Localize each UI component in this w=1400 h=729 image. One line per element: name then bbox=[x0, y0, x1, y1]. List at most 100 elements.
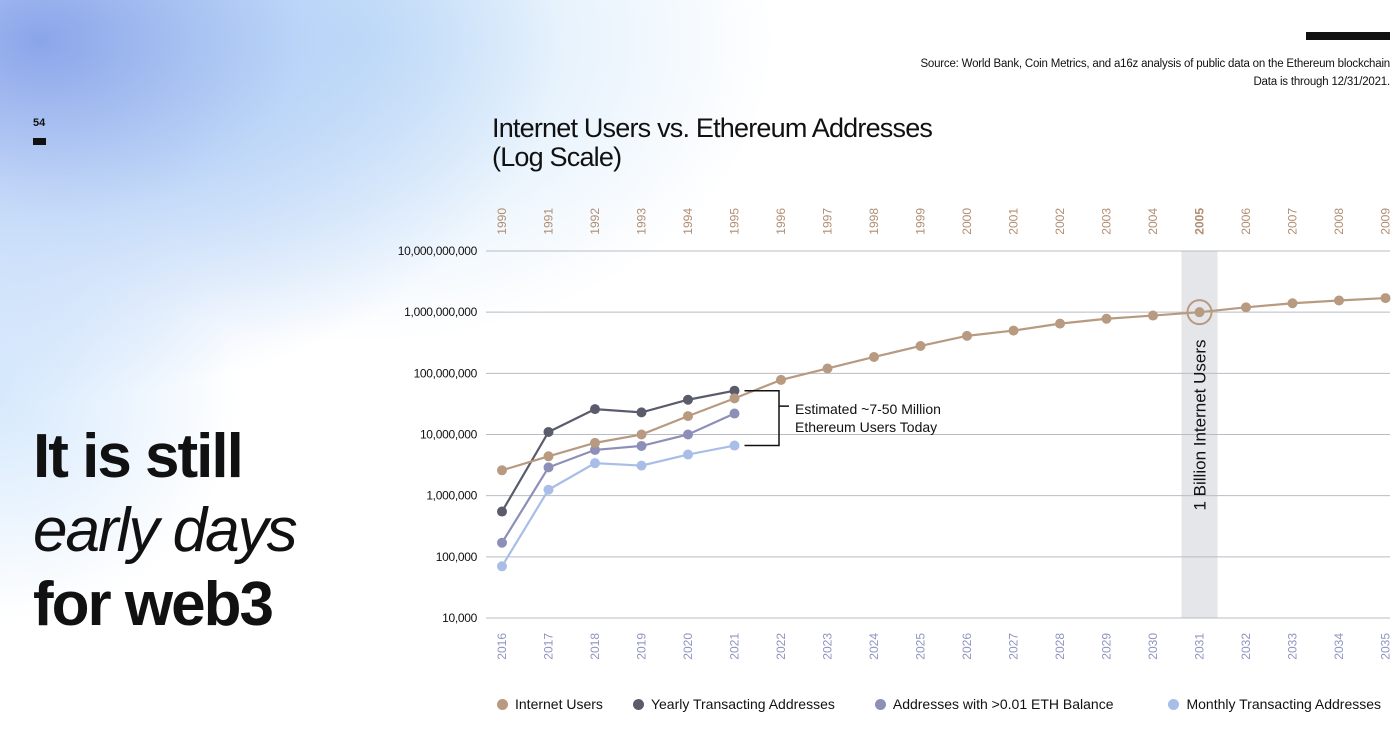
headline-line-3: for web3 bbox=[33, 570, 274, 639]
x-top-tick-label: 2001 bbox=[1007, 208, 1021, 235]
x-bottom-tick-label: 2026 bbox=[960, 633, 974, 660]
headline: It is still early days for web3 bbox=[33, 420, 298, 642]
legend-swatch bbox=[874, 698, 886, 710]
x-top-tick-label: 2009 bbox=[1379, 208, 1393, 235]
source-date-line: Data is through 12/31/2021. bbox=[1253, 76, 1390, 88]
x-bottom-tick-label: 2032 bbox=[1239, 633, 1253, 660]
chart-title-block: Internet Users vs. Ethereum Addresses (L… bbox=[492, 114, 933, 172]
headline-line-2: early days bbox=[33, 496, 298, 565]
x-bottom-tick-label: 2029 bbox=[1100, 633, 1114, 660]
annotation-line-1: Estimated ~7-50 Million bbox=[795, 401, 941, 417]
x-top-tick-label: 1995 bbox=[728, 208, 742, 235]
data-point bbox=[497, 561, 507, 572]
x-top-tick-label: 1996 bbox=[774, 208, 788, 235]
x-bottom-tick-label: 2028 bbox=[1053, 633, 1067, 660]
data-point bbox=[543, 451, 554, 462]
y-tick-label: 100,000 bbox=[436, 550, 478, 564]
data-point bbox=[915, 340, 926, 351]
x-top-tick-label: 1998 bbox=[867, 208, 881, 235]
data-point bbox=[543, 462, 554, 473]
data-point bbox=[962, 330, 972, 341]
series-line bbox=[501, 389, 735, 513]
x-top-tick-label: 1990 bbox=[495, 208, 509, 235]
data-point bbox=[1148, 310, 1158, 321]
data-point bbox=[1380, 293, 1391, 304]
data-point bbox=[683, 449, 693, 460]
x-bottom-tick-label: 2018 bbox=[588, 633, 602, 660]
legend-swatch bbox=[1168, 698, 1180, 710]
data-point bbox=[729, 408, 740, 419]
x-top-tick-label: 1994 bbox=[681, 208, 695, 235]
data-point bbox=[590, 437, 600, 448]
highlight-label: 1 Billion Internet Users bbox=[1191, 339, 1210, 510]
x-top-tick-label: 2005 bbox=[1193, 208, 1207, 235]
page-number: 54 bbox=[33, 117, 46, 129]
data-point bbox=[1241, 302, 1251, 313]
x-bottom-tick-label: 2025 bbox=[914, 633, 928, 660]
data-point bbox=[683, 429, 693, 440]
legend-label: Internet Users bbox=[515, 696, 603, 712]
x-bottom-tick-label: 2023 bbox=[821, 633, 835, 660]
data-point bbox=[1194, 307, 1205, 318]
x-bottom-tick-label: 2034 bbox=[1332, 633, 1346, 660]
data-point bbox=[869, 351, 879, 362]
annotation-bracket bbox=[744, 389, 789, 447]
data-point bbox=[1334, 295, 1344, 306]
data-point bbox=[822, 363, 833, 374]
x-bottom-tick-label: 2017 bbox=[542, 633, 556, 660]
x-top-tick-label: 2004 bbox=[1146, 208, 1160, 235]
data-point bbox=[776, 374, 786, 385]
x-top-tick-label: 2002 bbox=[1053, 208, 1067, 235]
data-point bbox=[729, 440, 740, 451]
source-note: Source: World Bank, Coin Metrics, and a1… bbox=[920, 55, 1390, 91]
chart-subtitle: (Log Scale) bbox=[492, 142, 622, 172]
data-point bbox=[590, 458, 600, 469]
data-point bbox=[636, 440, 647, 451]
x-top-tick-label: 2003 bbox=[1100, 208, 1114, 235]
legend-item: Monthly Transacting Addresses bbox=[1168, 696, 1381, 712]
x-bottom-tick-label: 2027 bbox=[1007, 633, 1021, 660]
x-top-tick-label: 1993 bbox=[635, 208, 649, 235]
source-line: Source: World Bank, Coin Metrics, and a1… bbox=[920, 58, 1390, 70]
x-bottom-tick-label: 2020 bbox=[681, 633, 695, 660]
x-top-tick-label: 1991 bbox=[542, 208, 556, 235]
chart-legend: Internet Users Yearly Transacting Address… bbox=[497, 696, 1381, 712]
data-point bbox=[497, 506, 507, 517]
legend-label: Monthly Transacting Addresses bbox=[1186, 696, 1382, 712]
y-tick-label: 100,000,000 bbox=[414, 366, 478, 380]
x-bottom-tick-label: 2030 bbox=[1146, 633, 1160, 660]
data-point bbox=[543, 426, 554, 437]
x-top-tick-label: 1999 bbox=[914, 208, 928, 235]
data-point bbox=[543, 484, 554, 495]
headline-line-1: It is still bbox=[33, 422, 244, 491]
legend-item: Internet Users bbox=[497, 696, 603, 712]
y-tick-label: 1,000,000 bbox=[426, 489, 477, 503]
data-point bbox=[497, 537, 507, 548]
page-marker bbox=[33, 138, 46, 145]
data-point bbox=[497, 465, 507, 476]
x-bottom-tick-label: 2033 bbox=[1286, 633, 1300, 660]
x-top-tick-label: 1992 bbox=[588, 208, 602, 235]
x-top-tick-label: 1997 bbox=[821, 208, 835, 235]
legend-item: Yearly Transacting Addresses bbox=[632, 696, 835, 712]
x-top-tick-label: 2006 bbox=[1239, 208, 1253, 235]
data-point bbox=[590, 444, 600, 455]
data-point bbox=[683, 411, 693, 422]
legend-label: Yearly Transacting Addresses bbox=[650, 696, 835, 712]
x-bottom-tick-label: 2019 bbox=[635, 633, 649, 660]
x-top-tick-label: 2000 bbox=[960, 208, 974, 235]
x-bottom-tick-label: 2016 bbox=[495, 633, 509, 660]
data-point bbox=[1101, 313, 1112, 324]
x-bottom-tick-label: 2031 bbox=[1193, 633, 1207, 660]
x-bottom-tick-label: 2024 bbox=[867, 633, 881, 660]
y-tick-label: 1,000,000,000 bbox=[404, 305, 477, 319]
y-tick-label: 10,000 bbox=[442, 611, 478, 625]
legend-swatch bbox=[632, 698, 644, 710]
header-bar bbox=[1306, 32, 1390, 40]
y-tick-label: 10,000,000,000 bbox=[398, 244, 478, 258]
data-point bbox=[1008, 325, 1019, 336]
legend-label: Addresses with >0.01 ETH Balance bbox=[892, 696, 1114, 712]
data-point bbox=[636, 429, 647, 440]
highlight-ring bbox=[1186, 299, 1213, 326]
data-point bbox=[636, 460, 647, 471]
